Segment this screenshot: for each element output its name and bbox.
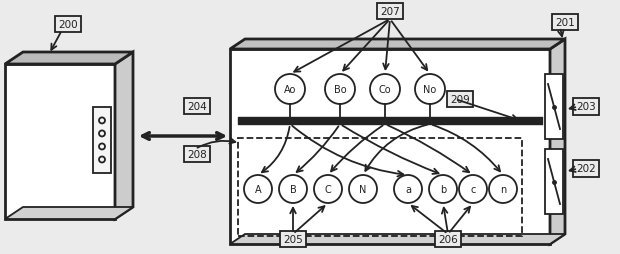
Text: 204: 204 [187, 102, 207, 112]
Text: Co: Co [379, 85, 391, 95]
Polygon shape [230, 234, 565, 244]
Text: 203: 203 [576, 102, 596, 112]
Text: N: N [360, 184, 366, 194]
Text: 209: 209 [450, 95, 470, 105]
Text: 202: 202 [576, 164, 596, 174]
Text: No: No [423, 85, 436, 95]
Polygon shape [230, 40, 565, 50]
Text: a: a [405, 184, 411, 194]
Polygon shape [550, 40, 565, 244]
Text: b: b [440, 184, 446, 194]
Polygon shape [5, 53, 133, 65]
Text: 200: 200 [58, 20, 78, 30]
Text: c: c [471, 184, 476, 194]
Text: 201: 201 [555, 18, 575, 28]
FancyBboxPatch shape [545, 149, 563, 214]
Text: 205: 205 [283, 234, 303, 244]
Text: 206: 206 [438, 234, 458, 244]
Polygon shape [115, 53, 133, 219]
Text: 208: 208 [187, 149, 207, 159]
Text: C: C [325, 184, 331, 194]
FancyBboxPatch shape [230, 50, 550, 244]
Text: n: n [500, 184, 506, 194]
FancyBboxPatch shape [93, 108, 111, 173]
FancyBboxPatch shape [5, 65, 115, 219]
Text: 207: 207 [380, 7, 400, 17]
Text: Bo: Bo [334, 85, 347, 95]
Polygon shape [5, 207, 133, 219]
Text: Ao: Ao [284, 85, 296, 95]
Text: B: B [290, 184, 296, 194]
Text: A: A [255, 184, 261, 194]
FancyBboxPatch shape [545, 75, 563, 139]
